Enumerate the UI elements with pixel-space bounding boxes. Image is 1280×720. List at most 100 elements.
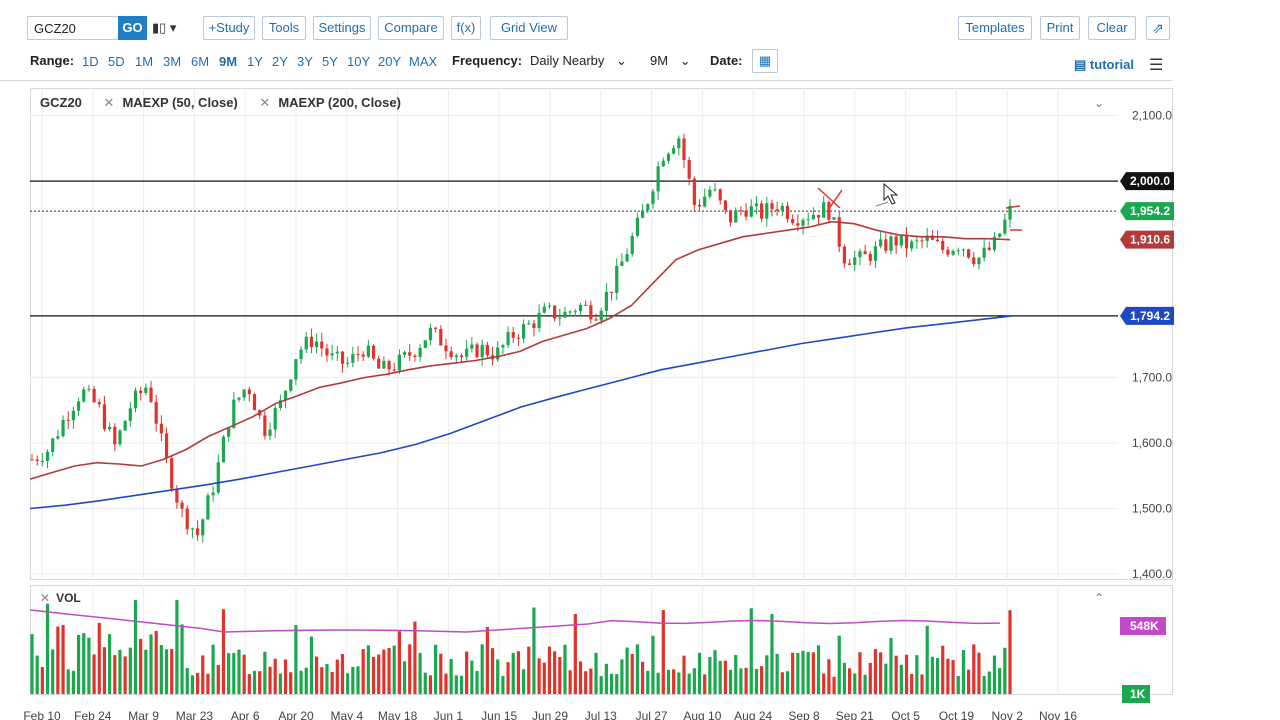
print-button[interactable]: Print <box>1040 16 1080 40</box>
range-1d[interactable]: 1D <box>82 54 99 69</box>
candle-body <box>252 394 257 411</box>
volume-bar <box>646 670 650 694</box>
x-tick-label: Sep 8 <box>788 709 820 720</box>
volume-bar <box>66 669 70 694</box>
templates-button[interactable]: Templates <box>958 16 1032 40</box>
candle-body <box>806 219 810 221</box>
volume-bar <box>164 649 169 694</box>
candle-body <box>439 328 443 346</box>
range-9m[interactable]: 9M <box>219 54 238 69</box>
volume-bar <box>299 670 303 694</box>
volume-bar <box>630 654 634 694</box>
volume-bar <box>309 636 314 694</box>
tutorial-link[interactable]: ▤ tutorial <box>1074 57 1134 73</box>
candle-body <box>40 461 44 463</box>
volume-bar <box>842 662 847 694</box>
symbol-input[interactable]: GCZ20 <box>27 16 119 40</box>
volume-bar <box>692 668 696 694</box>
candle-body <box>558 317 562 319</box>
volume-bar <box>304 667 308 694</box>
period-select[interactable]: 9M ⌄ <box>650 53 691 69</box>
volume-bar <box>170 649 174 694</box>
candle-body <box>227 427 231 437</box>
legend-ma50: MAEXP (50, Close) <box>122 95 238 110</box>
volume-bar <box>408 644 412 694</box>
candlestick-icon[interactable]: ▮▯ ▾ <box>152 20 177 35</box>
volume-bar <box>558 656 562 694</box>
range-max[interactable]: MAX <box>409 54 438 69</box>
volume-bar <box>661 610 665 694</box>
range-3m[interactable]: 3M <box>163 54 182 69</box>
edit-icon[interactable]: ⇗ <box>1146 16 1170 40</box>
volume-bar <box>459 675 464 694</box>
candle-body <box>620 261 624 267</box>
range-2y[interactable]: 2Y <box>272 54 288 69</box>
grid-view-button[interactable]: Grid View <box>490 16 568 40</box>
close-icon[interactable]: ✕ <box>259 95 271 110</box>
candle-body <box>677 138 681 149</box>
y-tick-label: 1,500.0 <box>1132 502 1172 516</box>
volume-bar <box>785 671 790 694</box>
candle-body <box>879 239 883 247</box>
volume-bar <box>620 659 624 694</box>
volume-bar <box>728 669 733 694</box>
range-3y[interactable]: 3Y <box>297 54 313 69</box>
range-1m[interactable]: 1M <box>135 54 154 69</box>
volume-bar <box>744 667 748 694</box>
candle-body <box>185 508 189 530</box>
close-icon[interactable]: ✕ <box>103 95 115 110</box>
settings-button[interactable]: Settings <box>313 16 371 40</box>
volume-bar <box>465 651 469 694</box>
range-1y[interactable]: 1Y <box>247 54 263 69</box>
range-6m[interactable]: 6M <box>191 54 210 69</box>
volume-bar <box>925 625 929 694</box>
candle-body <box>325 348 329 356</box>
volume-bar <box>532 607 536 694</box>
candle-body <box>149 387 153 402</box>
clear-button[interactable]: Clear <box>1088 16 1136 40</box>
ma200-line <box>29 315 1013 510</box>
candle-body <box>542 306 546 313</box>
range-5d[interactable]: 5D <box>108 54 125 69</box>
candle-body <box>164 433 169 459</box>
study-button[interactable]: +Study <box>203 16 255 40</box>
fx-button[interactable]: f(x) <box>451 16 481 40</box>
x-tick-label: Feb 24 <box>74 709 112 720</box>
volume-bar <box>501 676 505 694</box>
volume-bar <box>682 655 686 694</box>
ma50-line <box>29 220 1011 480</box>
volume-bar <box>599 676 603 694</box>
candle-body <box>853 257 857 265</box>
candle-body <box>910 241 914 249</box>
volume-bar <box>237 649 241 694</box>
range-20y[interactable]: 20Y <box>378 54 402 69</box>
volume-bar <box>335 659 339 694</box>
volume-bar <box>377 654 381 694</box>
candle-body <box>501 345 505 348</box>
candle-body <box>190 528 195 530</box>
range-10y[interactable]: 10Y <box>347 54 371 69</box>
x-tick-label: May 4 <box>330 709 363 720</box>
calendar-icon[interactable]: ▦ <box>752 49 778 73</box>
volume-bar <box>703 674 707 694</box>
frequency-select[interactable]: Daily Nearby ⌄ <box>530 53 627 69</box>
tools-button[interactable]: Tools <box>262 16 306 40</box>
price-chart-panel[interactable] <box>30 88 1173 580</box>
volume-bar <box>961 650 966 694</box>
compare-button[interactable]: Compare <box>378 16 444 40</box>
range-5y[interactable]: 5Y <box>322 54 338 69</box>
go-button[interactable]: GO <box>118 16 147 40</box>
volume-bar <box>780 672 784 694</box>
close-icon[interactable]: ✕ <box>40 591 51 605</box>
candle-body <box>108 426 112 430</box>
hamburger-menu-icon[interactable]: ☰ <box>1149 57 1164 74</box>
volume-bar <box>123 656 127 694</box>
volume-bar <box>677 672 681 694</box>
candle-body <box>594 319 598 321</box>
volume-bar <box>713 650 717 694</box>
volume-bar <box>563 644 567 694</box>
chevron-up-icon[interactable]: ⌃ <box>1094 591 1105 605</box>
chevron-down-icon[interactable]: ⌄ <box>1094 96 1105 110</box>
candle-body <box>340 351 345 364</box>
